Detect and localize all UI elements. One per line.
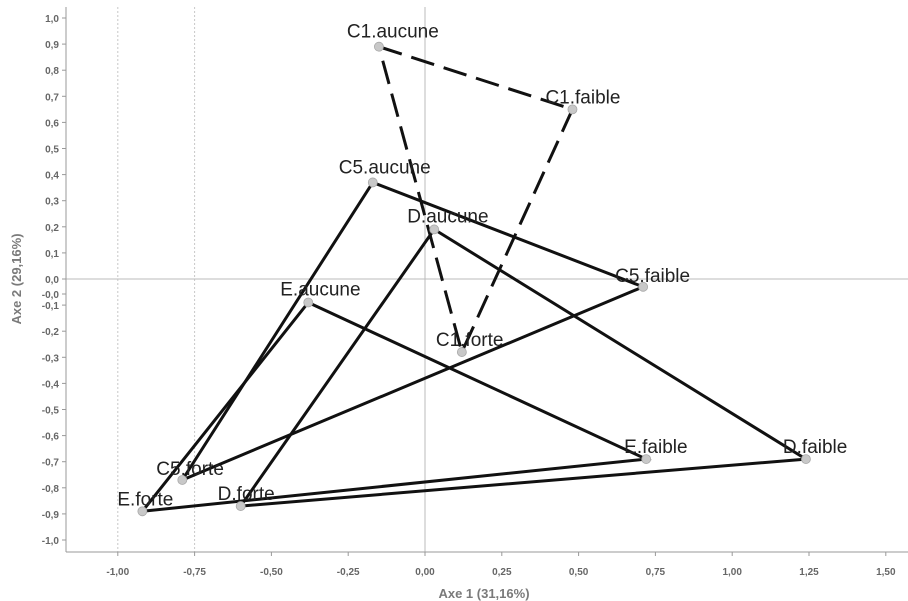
x-tick-label: -0,50 (260, 567, 283, 578)
y-tick-label: -0,9 (42, 510, 60, 521)
label-e-forte: E.forte (117, 489, 173, 510)
label-d-aucune: D.aucune (407, 206, 488, 227)
label-c5-aucune: C5.aucune (339, 157, 431, 178)
label-c5-faible: C5.faible (615, 266, 690, 287)
y-tick-label: -0,3 (42, 353, 60, 364)
y-tick-label: 0,3 (45, 197, 59, 208)
x-tick-label: 1,25 (799, 567, 819, 578)
y-tick-label: -0,2 (42, 327, 60, 338)
y-tick-label: -0,0 (42, 290, 60, 301)
point-c5-forte (177, 475, 188, 485)
y-tick-label: 0,0 (45, 275, 59, 286)
point-e-forte (137, 506, 148, 517)
x-tick-label: -0,25 (337, 567, 360, 578)
data-points (137, 41, 811, 517)
triangle-c1 (376, 44, 575, 357)
y-tick-label: -1,0 (42, 536, 60, 547)
x-tick-label: 0,25 (492, 567, 512, 578)
triangle-lines (138, 44, 811, 514)
point-c5-faible (638, 281, 649, 292)
label-c1-faible: C1.faible (545, 87, 620, 108)
label-c5-forte: C5.forte (156, 459, 224, 480)
triangle-d (237, 227, 811, 508)
triangle-c5 (178, 180, 648, 484)
x-tick-label: 0,75 (646, 567, 666, 578)
y-tick-label: 0,1 (45, 249, 59, 260)
point-c1-faible (567, 104, 578, 115)
point-d-aucune (429, 224, 440, 235)
label-e-aucune: E.aucune (280, 279, 360, 300)
y-tick-label: -0,6 (42, 432, 60, 443)
y-tick-label: 0,8 (45, 66, 59, 77)
y-tick-label: 0,2 (45, 223, 59, 234)
y-tick-label: 0,6 (45, 118, 59, 129)
point-d-faible (801, 454, 811, 464)
y-tick-label: -0,7 (42, 458, 60, 469)
x-tick-label: 1,00 (722, 567, 742, 578)
point-c1-aucune (374, 41, 384, 52)
y-tick-label: 0,4 (45, 171, 59, 182)
y-tick-label: -0,8 (42, 484, 60, 495)
y-tick-label: 1,0 (45, 14, 59, 25)
point-c1-forte (456, 347, 467, 357)
triangle-e (138, 300, 652, 514)
x-tick-label: 1,50 (876, 567, 896, 578)
x-tick-label: 0,50 (569, 567, 589, 578)
point-c5-aucune (367, 177, 378, 188)
point-e-faible (641, 454, 652, 464)
y-tick-label: 0,7 (45, 92, 59, 103)
x-tick-label: 0,00 (415, 567, 435, 578)
grid-layer (66, 7, 908, 552)
label-d-forte: D.forte (218, 484, 275, 505)
point-e-aucune (303, 297, 314, 308)
tick-labels: -1,00 -0,75 -0,50 -0,25 0,00 0,25 0,50 0,75 1,00… (42, 14, 896, 578)
x-axis-title: Axe 1 (31,16%) (438, 586, 529, 601)
label-c1-aucune: C1.aucune (347, 22, 439, 43)
y-tick-label: -0,1 (42, 301, 60, 312)
y-tick-label: 0,5 (45, 145, 59, 156)
label-d-faible: D.faible (783, 437, 847, 458)
point-d-forte (235, 501, 246, 511)
y-axis-title: Axe 2 (29,16%) (9, 233, 24, 324)
point-labels: C1.aucune C1.faible C1.forte C5.aucune C5.fa… (117, 22, 847, 511)
y-tick-label: -0,4 (42, 379, 60, 390)
y-tick-label: -0,5 (42, 406, 60, 417)
label-e-faible: E.faible (624, 437, 687, 458)
y-tick-label: 0,9 (45, 40, 59, 51)
x-tick-label: -0,75 (183, 567, 206, 578)
x-tick-label: -1,00 (106, 567, 129, 578)
label-c1-forte: C1.forte (436, 330, 504, 351)
